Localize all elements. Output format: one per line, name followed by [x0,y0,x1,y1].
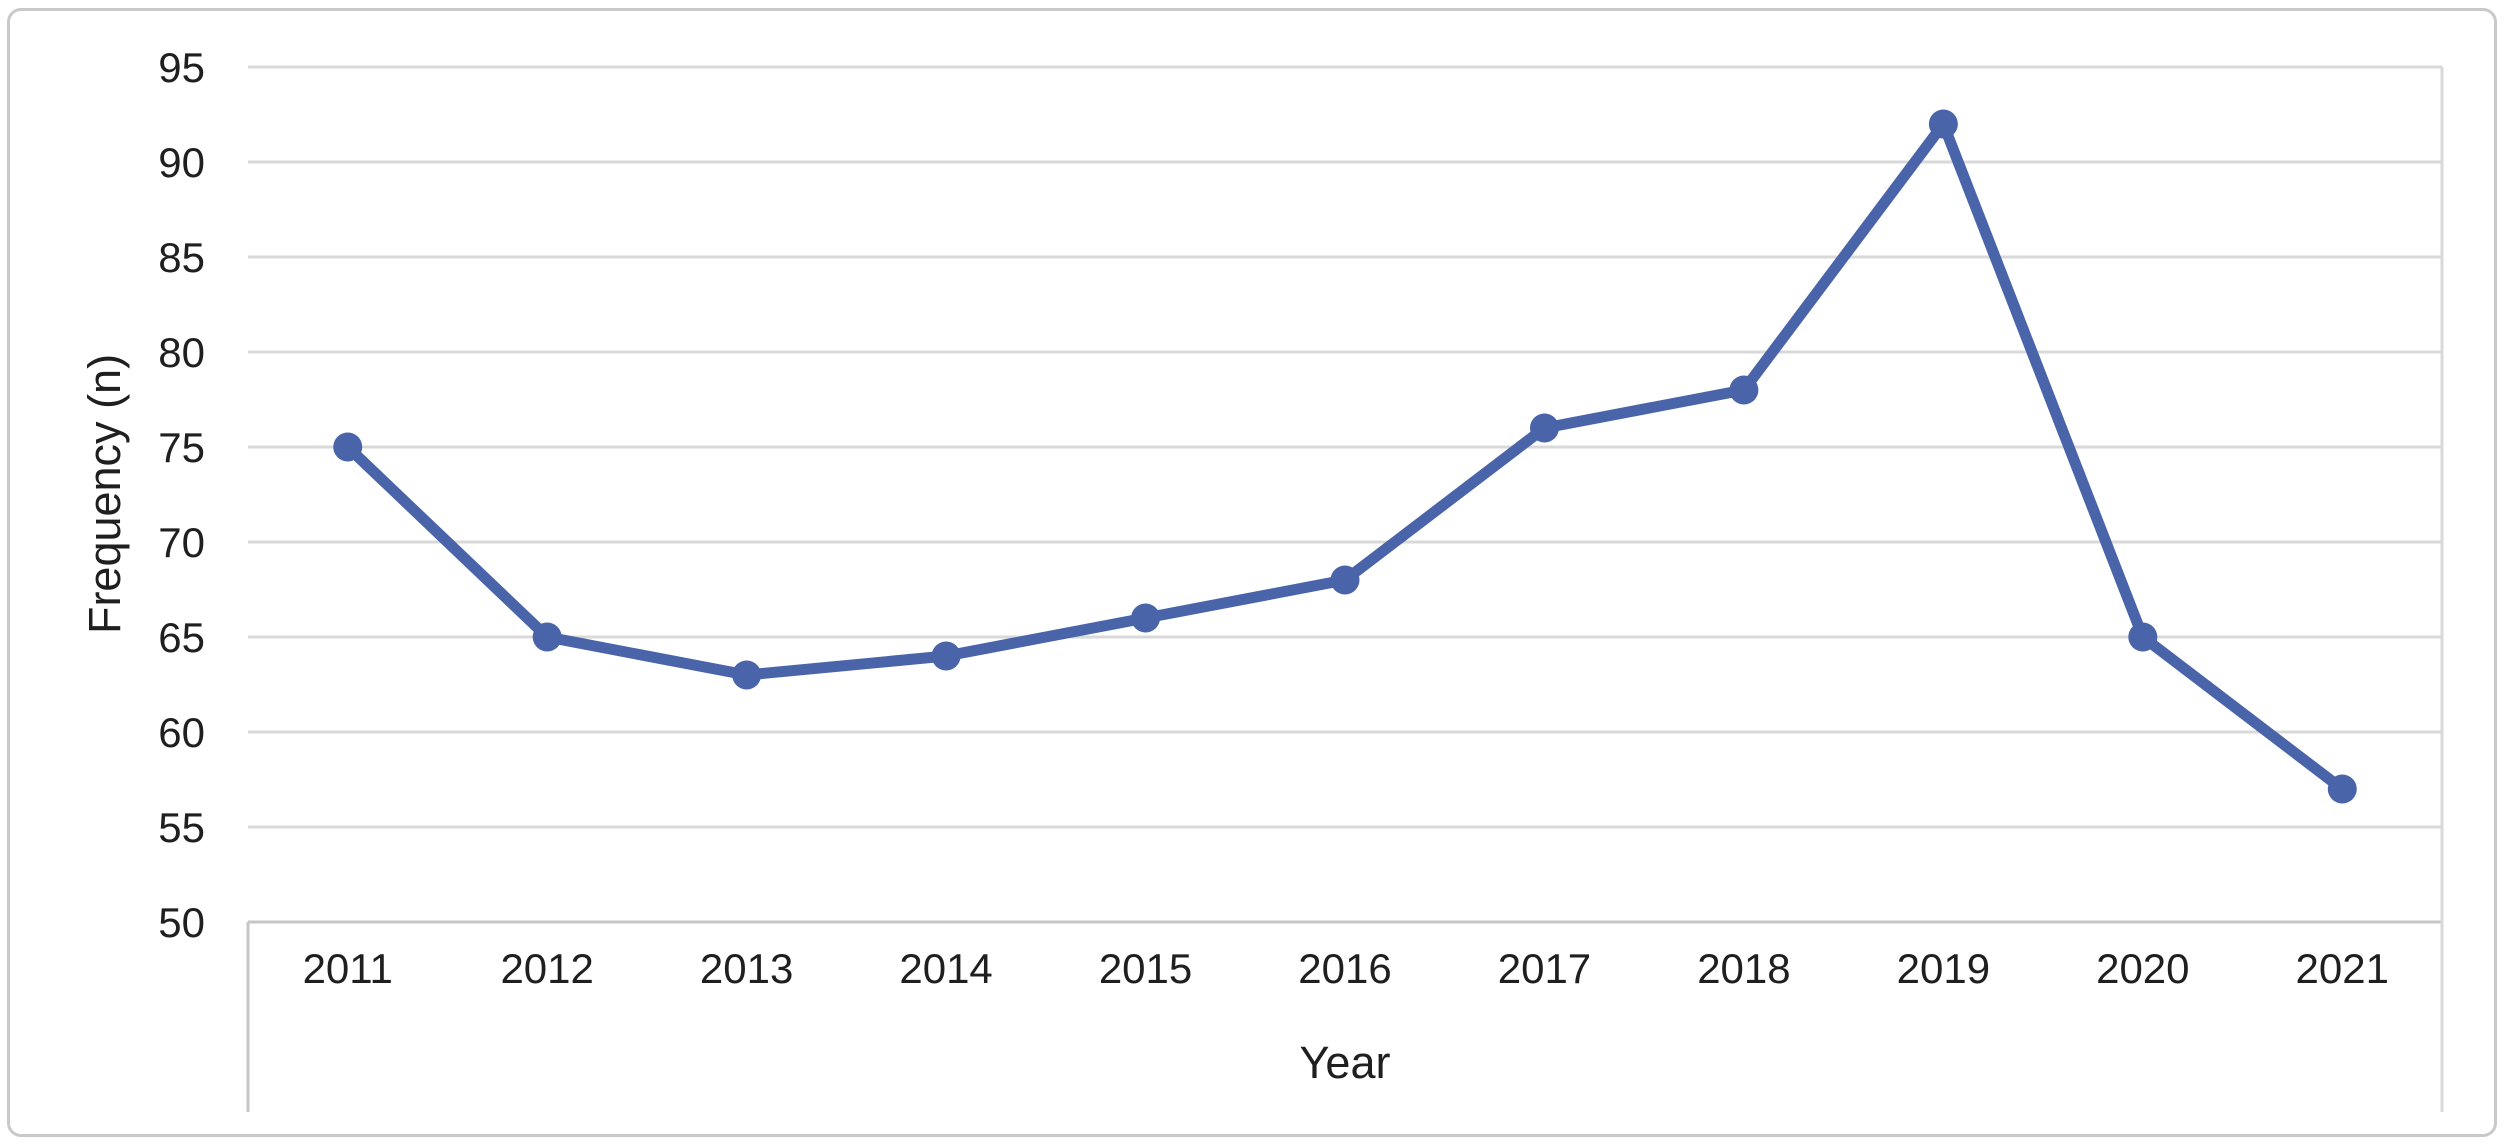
y-tick-labels-group: 50 55 60 65 70 75 80 85 90 95 [158,44,205,946]
x-tick-label: 2021 [2296,945,2389,992]
x-tick-label: 2018 [1697,945,1790,992]
y-tick-label: 55 [158,804,205,851]
data-point-marker [931,641,961,671]
data-point-marker [1131,603,1161,633]
data-series-group [333,109,2357,804]
y-tick-label: 75 [158,424,205,471]
y-tick-label: 95 [158,44,205,91]
x-axis-title: Year [1300,1037,1391,1088]
x-tick-label: 2019 [1897,945,1990,992]
data-point-marker [333,432,363,462]
x-tick-label: 2017 [1498,945,1591,992]
y-tick-label: 60 [158,709,205,756]
y-tick-label: 65 [158,614,205,661]
x-tick-label: 2015 [1099,945,1192,992]
x-tick-label: 2013 [700,945,793,992]
data-point-marker [1330,565,1360,595]
chart-frame [7,8,2497,1137]
series-line [342,118,2348,795]
data-point-marker [1928,109,1958,139]
data-point-marker [2128,622,2158,652]
x-tick-label: 2012 [500,945,593,992]
y-tick-label: 70 [158,519,205,566]
y-tick-label: 80 [158,329,205,376]
x-tick-label: 2014 [899,945,992,992]
gridlines-group [248,65,2442,829]
axis-lines-group [246,67,2444,1112]
y-axis-title: Frequency (n) [79,354,130,634]
data-point-marker [732,660,762,690]
y-tick-label: 50 [158,899,205,946]
x-tick-labels-group: 2011 2012 2013 2014 2015 2016 2017 2018 2019 2020… [303,945,2389,992]
x-tick-label: 2016 [1298,945,1391,992]
data-point-marker [1529,413,1559,443]
x-tick-label: 2011 [303,945,393,992]
data-point-marker [2327,774,2357,804]
data-point-marker [532,622,562,652]
data-point-marker [1729,375,1759,405]
y-tick-label: 85 [158,234,205,281]
x-tick-label: 2020 [2096,945,2189,992]
y-tick-label: 90 [158,139,205,186]
